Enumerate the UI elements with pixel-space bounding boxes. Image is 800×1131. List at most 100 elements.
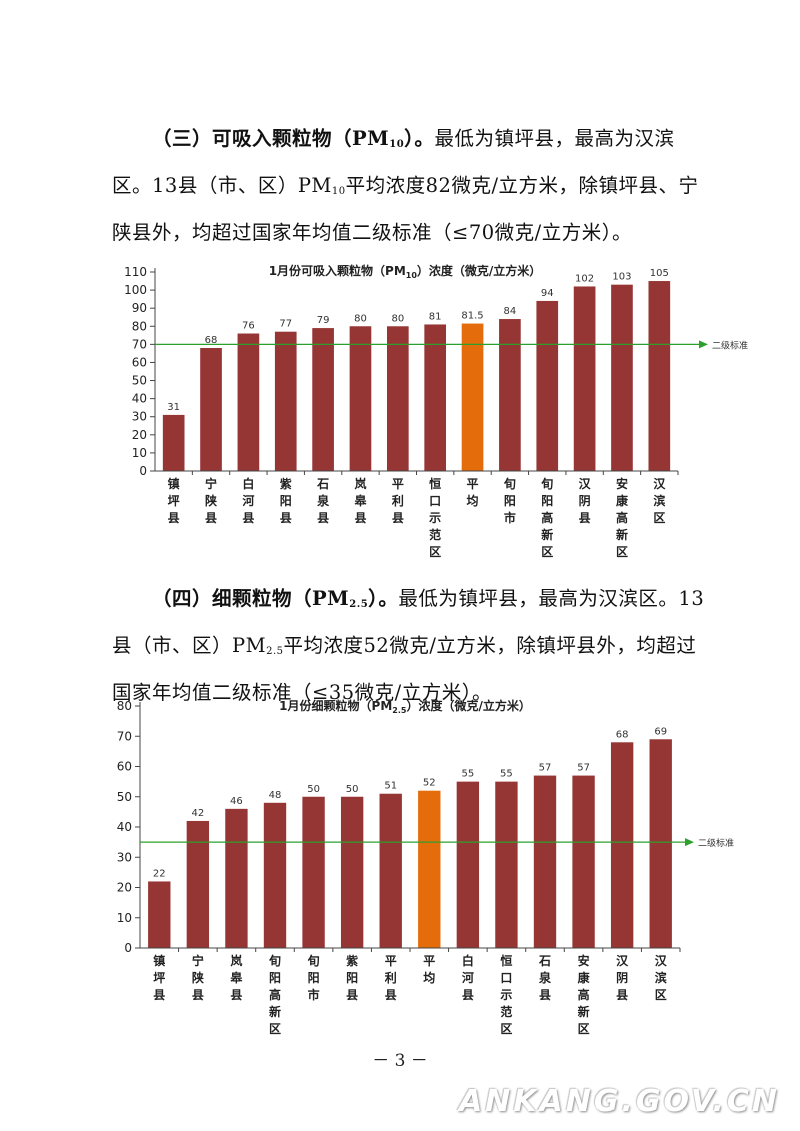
pm25-bar	[572, 775, 595, 948]
pm10-category-label: 汉阴县	[579, 476, 592, 525]
pm10-category-label: 汉滨区	[653, 476, 666, 525]
pm25-title-part: ）浓度（微克/立方米）	[406, 698, 530, 713]
pm25-y-tick-label: 20	[117, 881, 132, 895]
pm10-y-tick-label: 50	[132, 374, 147, 388]
section4-paragraph: （四）细颗粒物（PM2.5）。最低为镇坪县，最高为汉滨区。13县（市、区）PM2…	[112, 587, 705, 704]
pm10-bar-chart: 1月份可吸入颗粒物（PM10）浓度（微克/立方米） 0 10 20 30 40 50 60 70…	[0, 258, 800, 559]
pm10-bar	[611, 284, 633, 471]
pm10-category-label: 石泉县	[316, 477, 330, 525]
pm25-bar	[649, 739, 672, 948]
pm25-data-label: 42	[191, 808, 204, 819]
pm25-y-tick-label: 40	[117, 820, 132, 834]
section4-heading: （四）细颗粒物（PM2.5）。	[152, 587, 399, 610]
pm25-bar	[263, 802, 287, 948]
pm10-data-label: 102	[575, 273, 594, 284]
pm10-y-tick-label: 60	[132, 355, 147, 369]
pm25-category-label: 安康高新区	[578, 953, 591, 1036]
pm10-title-part: ）浓度（微克/立方米）	[417, 263, 541, 278]
pm10-y-tick-label: 10	[132, 446, 147, 460]
pm25-data-label: 46	[230, 796, 243, 807]
pm10-category-label: 平均	[467, 477, 479, 508]
pm25-standard-label: 二级标准	[698, 837, 734, 849]
pm25-bar-chart: 1月份细颗粒物（PM2.5）浓度（微克/立方米） 0 10 20 30 40 50 60 70 8…	[0, 694, 800, 1036]
pm10-data-label: 103	[612, 272, 631, 283]
pm10-category-label: 恒口示范区	[428, 476, 441, 559]
pm10-y-tick-label: 30	[132, 410, 147, 424]
pm25-category-label: 平均	[423, 954, 435, 985]
pm25-category-label: 岚皋县	[230, 953, 243, 1002]
pm10-title-subscript: 10	[406, 271, 418, 280]
pm10-category-label: 旬阳高新区	[540, 476, 553, 559]
pm25-category-label: 旬阳市	[307, 953, 320, 1002]
pm10-category-label: 安康高新区	[616, 476, 629, 559]
pm25-bar	[225, 808, 248, 948]
pm25-category-label: 汉滨区	[655, 953, 668, 1002]
pm25-category-label: 白河县	[461, 953, 474, 1002]
pm10-bar	[536, 300, 559, 471]
pm10-bar	[648, 281, 671, 471]
pm10-category-label: 平利县	[392, 477, 404, 525]
section3-paragraph: （三）可吸入颗粒物（PM10）。最低为镇坪县，最高为汉滨区。13县（市、区）PM…	[112, 127, 699, 244]
pm25-title-subscript: 2.5	[392, 706, 407, 715]
pm10-y-tick-label: 0	[139, 464, 147, 478]
pm10-chart-title: 1月份可吸入颗粒物（PM10）浓度（微克/立方米）	[269, 263, 542, 280]
pm10-category-label: 宁陕县	[205, 476, 217, 525]
pm25-standard-arrow	[685, 838, 694, 847]
pm25-bar	[302, 796, 325, 948]
pm10-category-label: 岚皋县	[354, 476, 367, 525]
pm25-y-tick-label: 30	[117, 850, 132, 864]
pm25-data-label: 68	[616, 729, 629, 740]
pm10-y-tick-label: 20	[132, 428, 147, 442]
section3-heading: （三）可吸入颗粒物（PM10）。	[152, 127, 435, 150]
pm25-category-label: 旬阳高新区	[268, 953, 281, 1036]
pm25-bar	[418, 790, 441, 948]
pm10-category-label: 紫阳县	[280, 476, 292, 525]
pm25-category-label: 紫阳县	[346, 953, 358, 1002]
pm25-data-label: 57	[539, 763, 552, 774]
pm25-y-tick-label: 80	[117, 699, 132, 713]
pm25-data-label: 57	[577, 763, 590, 774]
pm25-chart-svg: 1月份细颗粒物（PM2.5）浓度（微克/立方米） 0 10 20 30 40 50 60 70 8…	[117, 698, 734, 1036]
pm10-bar	[461, 323, 484, 471]
pm25-category-label: 宁陕县	[192, 953, 204, 1002]
pm10-category-label: 旬阳市	[503, 476, 516, 525]
pm25-bar	[533, 775, 557, 948]
pm10-y-tick-label: 110	[124, 265, 147, 279]
pm25-data-label: 69	[654, 726, 667, 737]
pm10-bar	[424, 324, 447, 471]
pm10-bar	[499, 319, 521, 471]
pm25-category-label: 恒口示范区	[499, 953, 512, 1036]
pm25-data-label: 50	[346, 784, 359, 795]
pm25-title-part: 1月份细颗粒物（PM	[279, 698, 392, 713]
pm25-y-tick-label: 0	[124, 941, 132, 955]
page-number: － 3 －	[372, 1051, 428, 1071]
watermark-logo: ANKANG.GOV.CN	[458, 1084, 780, 1119]
pm25-bar	[610, 742, 634, 948]
pm10-data-label: 81	[429, 311, 442, 322]
pm10-title-part: 1月份可吸入颗粒物（PM	[269, 263, 406, 278]
pm10-data-label: 84	[504, 306, 517, 317]
pm10-bar	[386, 326, 409, 471]
pm25-chart-title: 1月份细颗粒物（PM2.5）浓度（微克/立方米）	[279, 698, 531, 715]
pm10-data-label: 79	[317, 315, 330, 326]
pm10-standard-label: 二级标准	[712, 339, 748, 351]
pm10-data-label: 68	[205, 335, 218, 346]
pm10-data-label: 105	[650, 268, 669, 279]
pm10-category-label: 镇坪县	[168, 476, 180, 525]
pm25-bar	[148, 881, 171, 948]
pm25-y-tick-label: 60	[117, 760, 132, 774]
pm25-category-label: 汉阴县	[616, 953, 629, 1002]
pm25-y-tick-label: 50	[117, 790, 132, 804]
pm25-data-label: 50	[307, 784, 320, 795]
pm25-bar	[186, 820, 210, 948]
pm25-y-tick-label: 70	[117, 729, 132, 743]
pm25-category-label: 石泉县	[538, 954, 552, 1002]
pm10-data-label: 31	[167, 402, 180, 413]
pm10-standard-arrow	[699, 340, 708, 349]
pm10-y-tick-label: 90	[132, 301, 147, 315]
pm25-data-label: 55	[500, 769, 513, 780]
pm10-bar	[573, 286, 596, 471]
pm10-y-tick-label: 100	[124, 283, 147, 297]
pm25-bar	[340, 796, 364, 948]
pm10-data-label: 76	[242, 321, 255, 332]
